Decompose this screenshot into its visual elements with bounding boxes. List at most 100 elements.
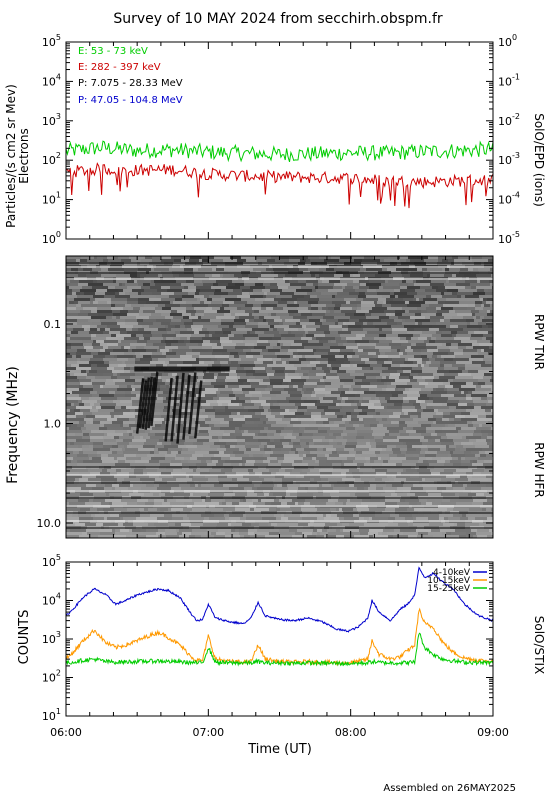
spectrogram-cell <box>259 475 275 478</box>
spectrogram-cell <box>414 283 430 286</box>
spectrogram-cell <box>184 340 190 343</box>
spectrogram-cell <box>485 292 493 295</box>
spectrogram-cell <box>339 259 354 262</box>
spectrogram-cell <box>189 346 202 349</box>
spectrogram-cell <box>397 454 405 457</box>
epd-ytick-label-left: 103 <box>42 112 61 128</box>
spectrogram-cell <box>101 322 117 325</box>
spectrogram-cell <box>339 508 342 511</box>
spectrogram-cell <box>93 517 104 520</box>
spectrogram-cell <box>350 316 366 319</box>
spectrogram-cell <box>181 409 188 412</box>
spectrogram-cell <box>172 409 181 412</box>
spectrogram-cell <box>244 283 255 286</box>
spectrogram-cell <box>320 325 329 328</box>
spectrogram-cell <box>405 421 418 424</box>
spectrogram-cell <box>380 352 385 355</box>
spectrogram-cell <box>295 532 302 535</box>
spectrogram-cell <box>278 286 288 289</box>
spectrogram-cell <box>121 463 130 466</box>
spectrogram-cell <box>66 487 81 490</box>
spectrogram-cell <box>369 517 372 520</box>
spectrogram-cell <box>271 280 285 283</box>
spectrogram-cell <box>323 448 326 451</box>
spectrogram-cell <box>198 343 202 346</box>
spectrogram-cell <box>337 451 349 454</box>
spectrogram-cell <box>144 289 157 292</box>
spectrogram-cell <box>395 352 399 355</box>
spectrogram-cell <box>225 385 228 388</box>
spectrogram-cell <box>422 478 425 481</box>
spectrogram-cell <box>66 391 72 394</box>
spectrogram-cell <box>66 475 82 478</box>
spectrogram-cell <box>477 280 480 283</box>
stix-ylabel-right: SolO/STIX <box>532 616 546 675</box>
spectrogram-cell <box>375 325 391 328</box>
spectrogram-cell <box>126 457 138 460</box>
spectrogram-cell <box>455 415 465 418</box>
spectrogram-cell <box>356 451 362 454</box>
spectrogram-cell <box>461 391 464 394</box>
spectrogram-cell <box>482 301 486 304</box>
spectrogram-cell <box>486 301 493 304</box>
spectrogram-cell <box>66 502 69 505</box>
spectrogram-cell <box>438 259 442 262</box>
spectrogram-cell <box>256 307 261 310</box>
spectrogram-cell <box>432 502 441 505</box>
spectrogram-cell <box>384 361 392 364</box>
spectrogram-cell <box>280 439 291 442</box>
spectrogram-cell <box>473 346 489 349</box>
spectrogram-cell <box>246 517 262 520</box>
spectrogram-cell <box>419 382 428 385</box>
spectrogram-cell <box>274 325 289 328</box>
spectrogram-cell <box>250 535 265 538</box>
spectrogram-cell <box>297 409 307 412</box>
spectrogram-cell <box>80 334 91 337</box>
spectrogram-cell <box>419 298 423 301</box>
spectrogram-cell <box>245 304 253 307</box>
spectrogram-cell <box>299 373 303 376</box>
spectrogram-cell <box>303 385 317 388</box>
spectrogram-cell <box>427 499 435 502</box>
spectrogram-cell <box>355 382 370 385</box>
spectrogram-cell <box>171 460 181 463</box>
spectrogram-cell <box>317 400 320 403</box>
spectrogram-cell <box>121 340 137 343</box>
spectrogram-cell <box>78 313 88 316</box>
spectrogram-cell <box>66 403 71 406</box>
spectrogram-cell <box>428 418 436 421</box>
spectrogram-cell <box>277 523 290 526</box>
spectrogram-cell <box>422 331 436 334</box>
spectrogram-cell <box>144 346 159 349</box>
spectrogram-cell <box>402 280 406 283</box>
spectrogram-cell <box>235 316 239 319</box>
spectrogram-cell <box>211 358 217 361</box>
spectrogram-cell <box>125 361 135 364</box>
spectrogram-cell <box>334 283 347 286</box>
spectrogram-cell <box>314 442 329 445</box>
spectrogram-cell <box>335 355 344 358</box>
spectrogram-cell <box>428 517 439 520</box>
spectrogram-cell <box>453 307 467 310</box>
spectrogram-cell <box>288 349 297 352</box>
spectrogram-cell <box>201 319 210 322</box>
spectrogram-cell <box>239 436 253 439</box>
spectrogram-cell <box>66 445 78 448</box>
spectrogram-cell <box>421 313 436 316</box>
spectrogram-cell <box>202 280 216 283</box>
spectrogram-cell <box>356 268 360 271</box>
spectrogram-cell <box>344 517 359 520</box>
spectrogram-cell <box>254 532 269 535</box>
spectrogram-cell <box>193 322 209 325</box>
spectrogram-cell <box>479 283 490 286</box>
spectrogram-cell <box>382 478 389 481</box>
spectrogram-cell <box>352 307 357 310</box>
spectrogram-cell <box>129 292 138 295</box>
spectrogram-cell <box>116 403 132 406</box>
spectrogram-cell <box>408 256 417 259</box>
spectrogram-cell <box>162 379 166 382</box>
spectrogram-cell <box>128 310 139 313</box>
spectrogram-cell <box>210 340 220 343</box>
spectrogram-cell <box>466 319 474 322</box>
spectrogram-cell <box>66 415 76 418</box>
